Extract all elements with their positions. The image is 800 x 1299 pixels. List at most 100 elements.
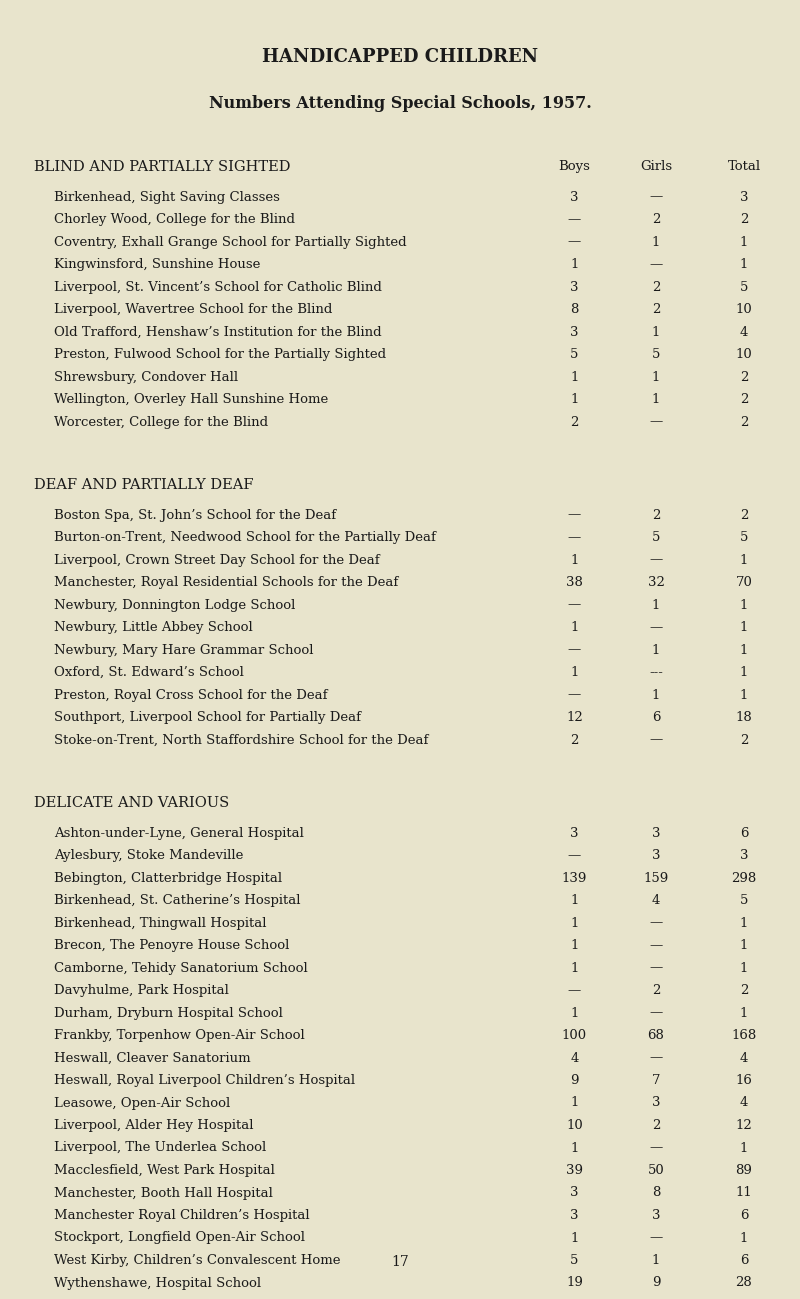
- Text: Manchester Royal Children’s Hospital: Manchester Royal Children’s Hospital: [54, 1209, 310, 1222]
- Text: 139: 139: [562, 872, 587, 885]
- Text: 1: 1: [570, 553, 578, 566]
- Text: Oxford, St. Edward’s School: Oxford, St. Edward’s School: [54, 666, 244, 679]
- Text: Burton-on-Trent, Needwood School for the Partially Deaf: Burton-on-Trent, Needwood School for the…: [54, 531, 436, 544]
- Text: 2: 2: [740, 213, 748, 226]
- Text: Wellington, Overley Hall Sunshine Home: Wellington, Overley Hall Sunshine Home: [54, 394, 329, 407]
- Text: 2: 2: [740, 985, 748, 998]
- Text: 1: 1: [570, 961, 578, 974]
- Text: 1: 1: [740, 621, 748, 634]
- Text: 2: 2: [652, 985, 660, 998]
- Text: 3: 3: [570, 191, 578, 204]
- Text: —: —: [568, 213, 581, 226]
- Text: 38: 38: [566, 575, 583, 588]
- Text: 5: 5: [740, 894, 748, 907]
- Text: —: —: [650, 259, 662, 271]
- Text: 2: 2: [652, 303, 660, 316]
- Text: Newbury, Little Abbey School: Newbury, Little Abbey School: [54, 621, 253, 634]
- Text: 1: 1: [652, 235, 660, 248]
- Text: 1: 1: [740, 917, 748, 930]
- Text: Old Trafford, Henshaw’s Institution for the Blind: Old Trafford, Henshaw’s Institution for …: [54, 326, 382, 339]
- Text: Liverpool, Wavertree School for the Blind: Liverpool, Wavertree School for the Blin…: [54, 303, 333, 316]
- Text: 16: 16: [735, 1074, 753, 1087]
- Text: 7: 7: [652, 1074, 660, 1087]
- Text: 1: 1: [740, 643, 748, 656]
- Text: 1: 1: [652, 370, 660, 383]
- Text: Liverpool, St. Vincent’s School for Catholic Blind: Liverpool, St. Vincent’s School for Cath…: [54, 281, 382, 294]
- Text: Stoke-on-Trent, North Staffordshire School for the Deaf: Stoke-on-Trent, North Staffordshire Scho…: [54, 734, 429, 747]
- Text: —: —: [650, 734, 662, 747]
- Text: 3: 3: [652, 826, 660, 839]
- Text: 6: 6: [740, 1209, 748, 1222]
- Text: Total: Total: [727, 160, 761, 173]
- Text: 1: 1: [740, 666, 748, 679]
- Text: Frankby, Torpenhow Open-Air School: Frankby, Torpenhow Open-Air School: [54, 1029, 305, 1042]
- Text: 1: 1: [740, 1142, 748, 1155]
- Text: Aylesbury, Stoke Mandeville: Aylesbury, Stoke Mandeville: [54, 850, 244, 863]
- Text: Shrewsbury, Condover Hall: Shrewsbury, Condover Hall: [54, 370, 238, 383]
- Text: 10: 10: [736, 348, 752, 361]
- Text: 3: 3: [652, 850, 660, 863]
- Text: 18: 18: [736, 711, 752, 724]
- Text: —: —: [650, 553, 662, 566]
- Text: 2: 2: [740, 416, 748, 429]
- Text: Boston Spa, St. John’s School for the Deaf: Boston Spa, St. John’s School for the De…: [54, 508, 337, 521]
- Text: 32: 32: [647, 575, 665, 588]
- Text: Chorley Wood, College for the Blind: Chorley Wood, College for the Blind: [54, 213, 295, 226]
- Text: —: —: [650, 939, 662, 952]
- Text: Liverpool, Alder Hey Hospital: Liverpool, Alder Hey Hospital: [54, 1118, 254, 1131]
- Text: Liverpool, The Underlea School: Liverpool, The Underlea School: [54, 1142, 266, 1155]
- Text: 8: 8: [652, 1186, 660, 1199]
- Text: 1: 1: [652, 599, 660, 612]
- Text: Durham, Dryburn Hospital School: Durham, Dryburn Hospital School: [54, 1007, 283, 1020]
- Text: 9: 9: [570, 1074, 578, 1087]
- Text: 1: 1: [570, 1096, 578, 1109]
- Text: 1: 1: [570, 370, 578, 383]
- Text: —: —: [568, 599, 581, 612]
- Text: —: —: [650, 1231, 662, 1244]
- Text: Macclesfield, West Park Hospital: Macclesfield, West Park Hospital: [54, 1164, 275, 1177]
- Text: —: —: [650, 416, 662, 429]
- Text: 3: 3: [570, 326, 578, 339]
- Text: 1: 1: [740, 1231, 748, 1244]
- Text: Birkenhead, Thingwall Hospital: Birkenhead, Thingwall Hospital: [54, 917, 267, 930]
- Text: 1: 1: [570, 621, 578, 634]
- Text: HANDICAPPED CHILDREN: HANDICAPPED CHILDREN: [262, 48, 538, 66]
- Text: 6: 6: [740, 1254, 748, 1267]
- Text: 3: 3: [570, 1209, 578, 1222]
- Text: 9: 9: [652, 1277, 660, 1290]
- Text: —: —: [568, 508, 581, 521]
- Text: —: —: [650, 961, 662, 974]
- Text: 1: 1: [740, 961, 748, 974]
- Text: —: —: [650, 1051, 662, 1064]
- Text: —: —: [650, 1007, 662, 1020]
- Text: 1: 1: [570, 939, 578, 952]
- Text: Numbers Attending Special Schools, 1957.: Numbers Attending Special Schools, 1957.: [209, 95, 591, 112]
- Text: Newbury, Donnington Lodge School: Newbury, Donnington Lodge School: [54, 599, 296, 612]
- Text: 1: 1: [740, 1007, 748, 1020]
- Text: Preston, Royal Cross School for the Deaf: Preston, Royal Cross School for the Deaf: [54, 688, 328, 701]
- Text: 89: 89: [735, 1164, 753, 1177]
- Text: 28: 28: [736, 1277, 752, 1290]
- Text: Manchester, Booth Hall Hospital: Manchester, Booth Hall Hospital: [54, 1186, 274, 1199]
- Text: 2: 2: [570, 416, 578, 429]
- Text: 4: 4: [570, 1051, 578, 1064]
- Text: 10: 10: [736, 303, 752, 316]
- Text: 3: 3: [652, 1209, 660, 1222]
- Text: 1: 1: [652, 394, 660, 407]
- Text: 5: 5: [740, 281, 748, 294]
- Text: 1: 1: [652, 688, 660, 701]
- Text: Leasowe, Open-Air School: Leasowe, Open-Air School: [54, 1096, 230, 1109]
- Text: 2: 2: [652, 281, 660, 294]
- Text: Preston, Fulwood School for the Partially Sighted: Preston, Fulwood School for the Partiall…: [54, 348, 386, 361]
- Text: 168: 168: [731, 1029, 757, 1042]
- Text: 1: 1: [740, 235, 748, 248]
- Text: 5: 5: [652, 348, 660, 361]
- Text: —: —: [650, 917, 662, 930]
- Text: Birkenhead, Sight Saving Classes: Birkenhead, Sight Saving Classes: [54, 191, 280, 204]
- Text: 4: 4: [740, 326, 748, 339]
- Text: BLIND AND PARTIALLY SIGHTED: BLIND AND PARTIALLY SIGHTED: [34, 160, 290, 174]
- Text: Kingwinsford, Sunshine House: Kingwinsford, Sunshine House: [54, 259, 261, 271]
- Text: 1: 1: [570, 1231, 578, 1244]
- Text: Coventry, Exhall Grange School for Partially Sighted: Coventry, Exhall Grange School for Parti…: [54, 235, 407, 248]
- Text: 1: 1: [570, 394, 578, 407]
